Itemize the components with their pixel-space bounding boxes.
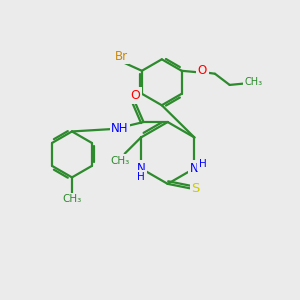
Text: O: O: [130, 89, 140, 102]
Text: Br: Br: [115, 50, 128, 63]
Text: H: H: [199, 159, 207, 169]
Text: CH₃: CH₃: [244, 77, 262, 87]
Text: O: O: [198, 64, 207, 77]
Text: H: H: [137, 172, 145, 182]
Text: S: S: [191, 182, 200, 195]
Text: N: N: [136, 162, 145, 175]
Text: NH: NH: [111, 122, 129, 135]
Text: CH₃: CH₃: [111, 156, 130, 166]
Text: N: N: [190, 162, 199, 175]
Text: CH₃: CH₃: [62, 194, 82, 204]
